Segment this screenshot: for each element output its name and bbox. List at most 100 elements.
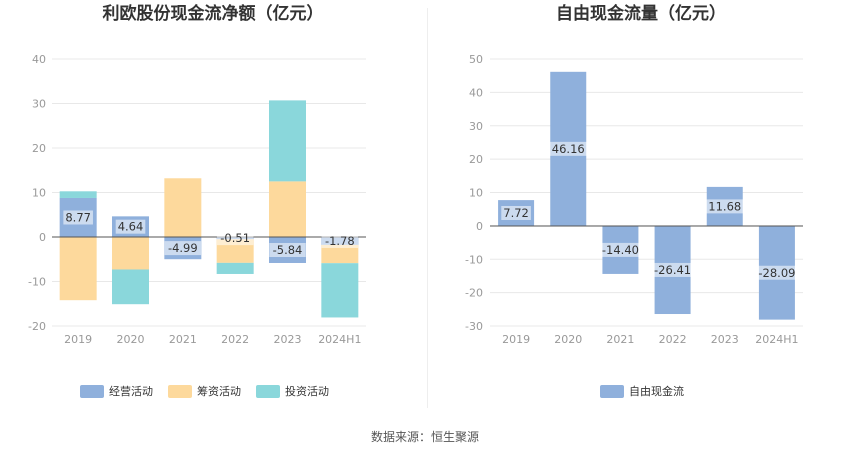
y-tick-label: 40 (32, 53, 46, 66)
y-tick-label: 20 (469, 153, 483, 166)
data-label-bg (598, 242, 643, 257)
legend-item[interactable]: 筹资活动 (168, 384, 241, 398)
cashflow-chart: 利欧股份现金流净额（亿元） 40 30 20 10 0 -10 -20 8.77 4.64 -4… (28, 3, 366, 398)
bar-筹资活动-2021 (164, 178, 202, 237)
bar-投资活动-2024H1 (321, 263, 359, 318)
data-label-text: 8.77 (65, 210, 91, 224)
data-label-text: -4.99 (168, 241, 198, 255)
x-tick-label: 2024H1 (755, 333, 798, 346)
data-label-bg (650, 262, 695, 277)
data-label: -0.51 (216, 231, 254, 246)
data-label: -5.84 (269, 242, 306, 257)
legend-item[interactable]: 自由现金流 (600, 384, 684, 398)
free-cashflow-y-axis: 50 40 30 20 10 0 -10 -20 -30 (465, 53, 483, 333)
data-source: 数据来源：恒生聚源 (370, 430, 479, 444)
free-cashflow-grid (490, 58, 803, 327)
legend-swatch (256, 385, 280, 398)
data-label-bg (321, 233, 359, 248)
x-tick-label: 2024H1 (318, 333, 361, 346)
data-label-bg (706, 199, 743, 214)
data-label-text: -5.84 (273, 243, 303, 257)
legend-item[interactable]: 投资活动 (256, 384, 329, 398)
data-label: 46.16 (550, 141, 587, 156)
y-tick-label: -30 (465, 320, 483, 333)
legend-label: 自由现金流 (629, 384, 684, 398)
y-tick-label: -10 (465, 253, 483, 266)
free-cashflow-data-labels: 7.72 46.16 -14.40 -26.41 11.68 -28.09 (501, 141, 799, 280)
y-tick-label: 50 (469, 53, 483, 66)
x-tick-label: 2023 (274, 333, 302, 346)
data-label-bg (550, 141, 587, 156)
data-label: 8.77 (63, 210, 93, 225)
free-cashflow-chart: 自由现金流量（亿元） 50 40 30 20 10 0 -10 -20 -30 7.72 46.1… (465, 3, 803, 398)
legend-swatch (80, 385, 104, 398)
data-label: -26.41 (650, 262, 695, 277)
bar-筹资活动-2022 (216, 239, 254, 263)
bar-投资活动-2019 (59, 191, 97, 198)
data-label-text: 46.16 (552, 142, 585, 156)
free-cashflow-bars (498, 71, 795, 320)
y-tick-label: -20 (28, 320, 46, 333)
bar-投资活动-2022 (216, 262, 254, 274)
data-label: 7.72 (501, 205, 531, 220)
y-tick-label: 0 (476, 220, 483, 233)
data-label: 4.64 (115, 219, 146, 234)
x-tick-label: 2019 (502, 333, 530, 346)
data-label-text: -28.09 (758, 266, 795, 280)
legend-label: 经营活动 (109, 384, 153, 398)
data-label: 11.68 (706, 199, 743, 214)
data-label-bg (501, 205, 531, 220)
y-tick-label: 0 (39, 231, 46, 244)
data-label-bg (63, 210, 93, 225)
data-label: -4.99 (164, 241, 202, 256)
legend-item[interactable]: 经营活动 (80, 384, 153, 398)
x-tick-label: 2022 (221, 333, 249, 346)
x-tick-label: 2023 (711, 333, 739, 346)
x-tick-label: 2022 (659, 333, 687, 346)
cashflow-legend: 经营活动 筹资活动 投资活动 (80, 384, 329, 398)
x-tick-label: 2021 (606, 333, 634, 346)
cashflow-bars (59, 100, 359, 318)
legend-label: 筹资活动 (197, 384, 241, 398)
bar-筹资活动-2024H1 (321, 244, 359, 264)
free-cashflow-chart-title: 自由现金流量（亿元） (556, 3, 726, 24)
bar-筹资活动-2023 (269, 181, 306, 237)
y-tick-label: 30 (32, 98, 46, 111)
chart-canvas: 利欧股份现金流净额（亿元） 40 30 20 10 0 -10 -20 8.77 4.64 -4… (28, 3, 803, 398)
data-label: -14.40 (598, 242, 643, 257)
chart-divider (427, 8, 428, 408)
bar-筹资活动-2019 (59, 237, 97, 301)
legend-label: 投资活动 (285, 384, 329, 398)
cashflow-y-axis: 40 30 20 10 0 -10 -20 (28, 53, 46, 333)
x-tick-label: 2021 (169, 333, 197, 346)
data-label-text: 4.64 (118, 220, 144, 234)
data-label-bg (755, 265, 799, 280)
bar-投资活动-2023 (269, 100, 306, 182)
data-label-bg (115, 219, 146, 234)
y-tick-label: 20 (32, 142, 46, 155)
free-cashflow-x-axis: 2019 2020 2021 2022 2023 2024H1 (502, 333, 798, 346)
data-label-text: -14.40 (602, 243, 639, 257)
bar-投资活动-2020 (112, 269, 149, 305)
data-label-text: 7.72 (503, 206, 529, 220)
data-label-text: 11.68 (708, 199, 741, 213)
x-tick-label: 2020 (554, 333, 582, 346)
x-tick-label: 2020 (117, 333, 145, 346)
y-tick-label: 30 (469, 120, 483, 133)
y-tick-label: 10 (469, 187, 483, 200)
data-label-bg (269, 242, 306, 257)
free-cashflow-legend: 自由现金流 (600, 384, 684, 398)
data-label-text: -0.51 (220, 231, 250, 245)
data-label-text: -1.78 (325, 234, 355, 248)
legend-swatch (168, 385, 192, 398)
y-tick-label: 40 (469, 86, 483, 99)
y-tick-label: -20 (465, 287, 483, 300)
cashflow-x-axis: 2019 2020 2021 2022 2023 2024H1 (64, 333, 361, 346)
bar-筹资活动-2020 (112, 237, 149, 270)
y-tick-label: 10 (32, 187, 46, 200)
data-label: -1.78 (321, 233, 359, 248)
y-tick-label: -10 (28, 276, 46, 289)
data-label: -28.09 (755, 265, 799, 280)
data-label-bg (164, 241, 202, 256)
data-label-bg (216, 231, 254, 246)
